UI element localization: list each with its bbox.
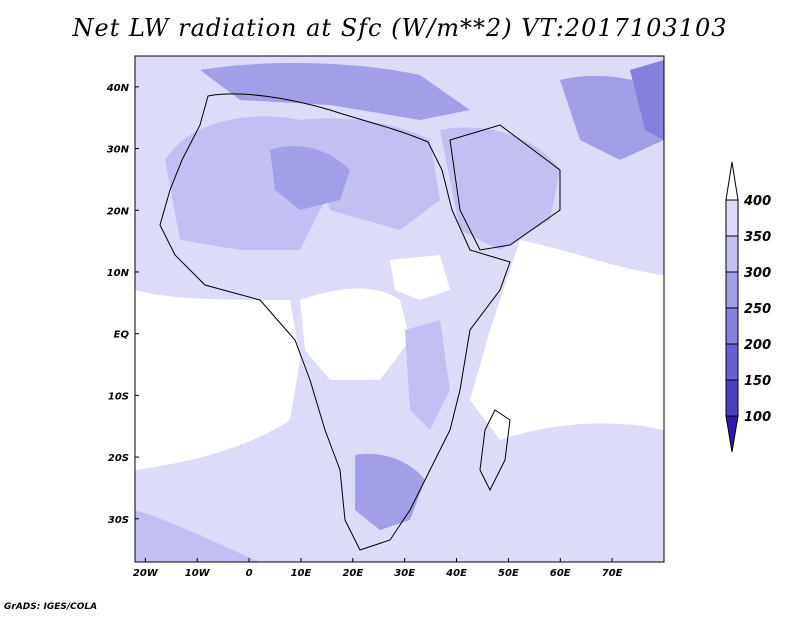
colorbar-label-5: 150 bbox=[744, 374, 771, 389]
lon-label-4: 20E bbox=[342, 568, 363, 579]
colorbar-label-6: 100 bbox=[744, 410, 771, 425]
colorbar-label-3: 250 bbox=[744, 302, 771, 317]
field-east-africa bbox=[405, 320, 450, 430]
lon-label-0: 20W bbox=[133, 568, 159, 579]
map-plot-area bbox=[135, 56, 664, 562]
field-sahara-central bbox=[300, 118, 440, 230]
field-southern-ocean bbox=[135, 510, 260, 562]
lon-label-7: 50E bbox=[498, 568, 519, 579]
lon-label-3: 10E bbox=[291, 568, 312, 579]
lon-label-2: 0 bbox=[246, 568, 253, 579]
lon-label-8: 60E bbox=[550, 568, 571, 579]
field-white-ocean-indian bbox=[470, 240, 664, 440]
lat-label-4: EQ bbox=[114, 330, 130, 341]
field-himalaya bbox=[630, 60, 664, 140]
lon-label-6: 40E bbox=[445, 568, 467, 579]
lon-label-9: 70E bbox=[602, 568, 623, 579]
lat-label-1: 30N bbox=[107, 145, 130, 156]
colorbar-box-0 bbox=[725, 199, 739, 237]
field-white-ocean-west bbox=[135, 290, 300, 470]
lat-label-6: 20S bbox=[108, 453, 129, 464]
colorbar-label-0: 400 bbox=[743, 194, 771, 209]
colorbar: 400 350 300 250 200 150 100 bbox=[725, 161, 771, 453]
field-mediterranean bbox=[200, 63, 470, 120]
madagascar-coastline bbox=[479, 409, 511, 492]
map-frame bbox=[134, 55, 665, 563]
colorbar-arrow-bottom bbox=[725, 415, 739, 453]
colorbar-label-2: 300 bbox=[744, 266, 771, 281]
colorbar-box-4 bbox=[725, 343, 739, 381]
latitude-labels: 40N 30N 20N 10N EQ 10S 20S 30S bbox=[106, 83, 139, 526]
credit-text: GrADS: IGES/COLA bbox=[4, 602, 98, 612]
field-arabia bbox=[440, 127, 560, 250]
colorbar-box-2 bbox=[725, 271, 739, 309]
colorbar-label-4: 200 bbox=[744, 338, 771, 353]
field-sahara-core bbox=[270, 146, 350, 210]
field-white-horn bbox=[390, 255, 450, 300]
lat-label-3: 10N bbox=[107, 268, 130, 279]
colorbar-box-3 bbox=[725, 307, 739, 345]
map-figure: 20W 10W 0 10E 20E 30E 40E 50E 60E 70E 40N 30N 20N 10… bbox=[106, 55, 771, 579]
colorbar-box-5 bbox=[725, 379, 739, 417]
lon-label-5: 30E bbox=[394, 568, 415, 579]
colorbar-arrow-top bbox=[725, 161, 739, 201]
colorbar-box-1 bbox=[725, 235, 739, 273]
colorbar-label-1: 350 bbox=[744, 230, 771, 245]
field-southern-africa bbox=[355, 453, 425, 530]
lat-label-7: 30S bbox=[108, 515, 129, 526]
africa-coastline bbox=[159, 93, 511, 551]
lat-label-2: 20N bbox=[107, 206, 130, 217]
lon-label-1: 10W bbox=[185, 568, 211, 579]
longitude-labels: 20W 10W 0 10E 20E 30E 40E 50E 60E 70E bbox=[133, 558, 623, 579]
map-title: Net LW radiation at Sfc (W/m**2) VT:2017… bbox=[72, 14, 728, 42]
lat-label-5: 10S bbox=[108, 391, 129, 402]
arabia-coastline bbox=[449, 124, 561, 251]
lat-label-0: 40N bbox=[106, 83, 130, 94]
field-white-congo bbox=[300, 288, 410, 380]
